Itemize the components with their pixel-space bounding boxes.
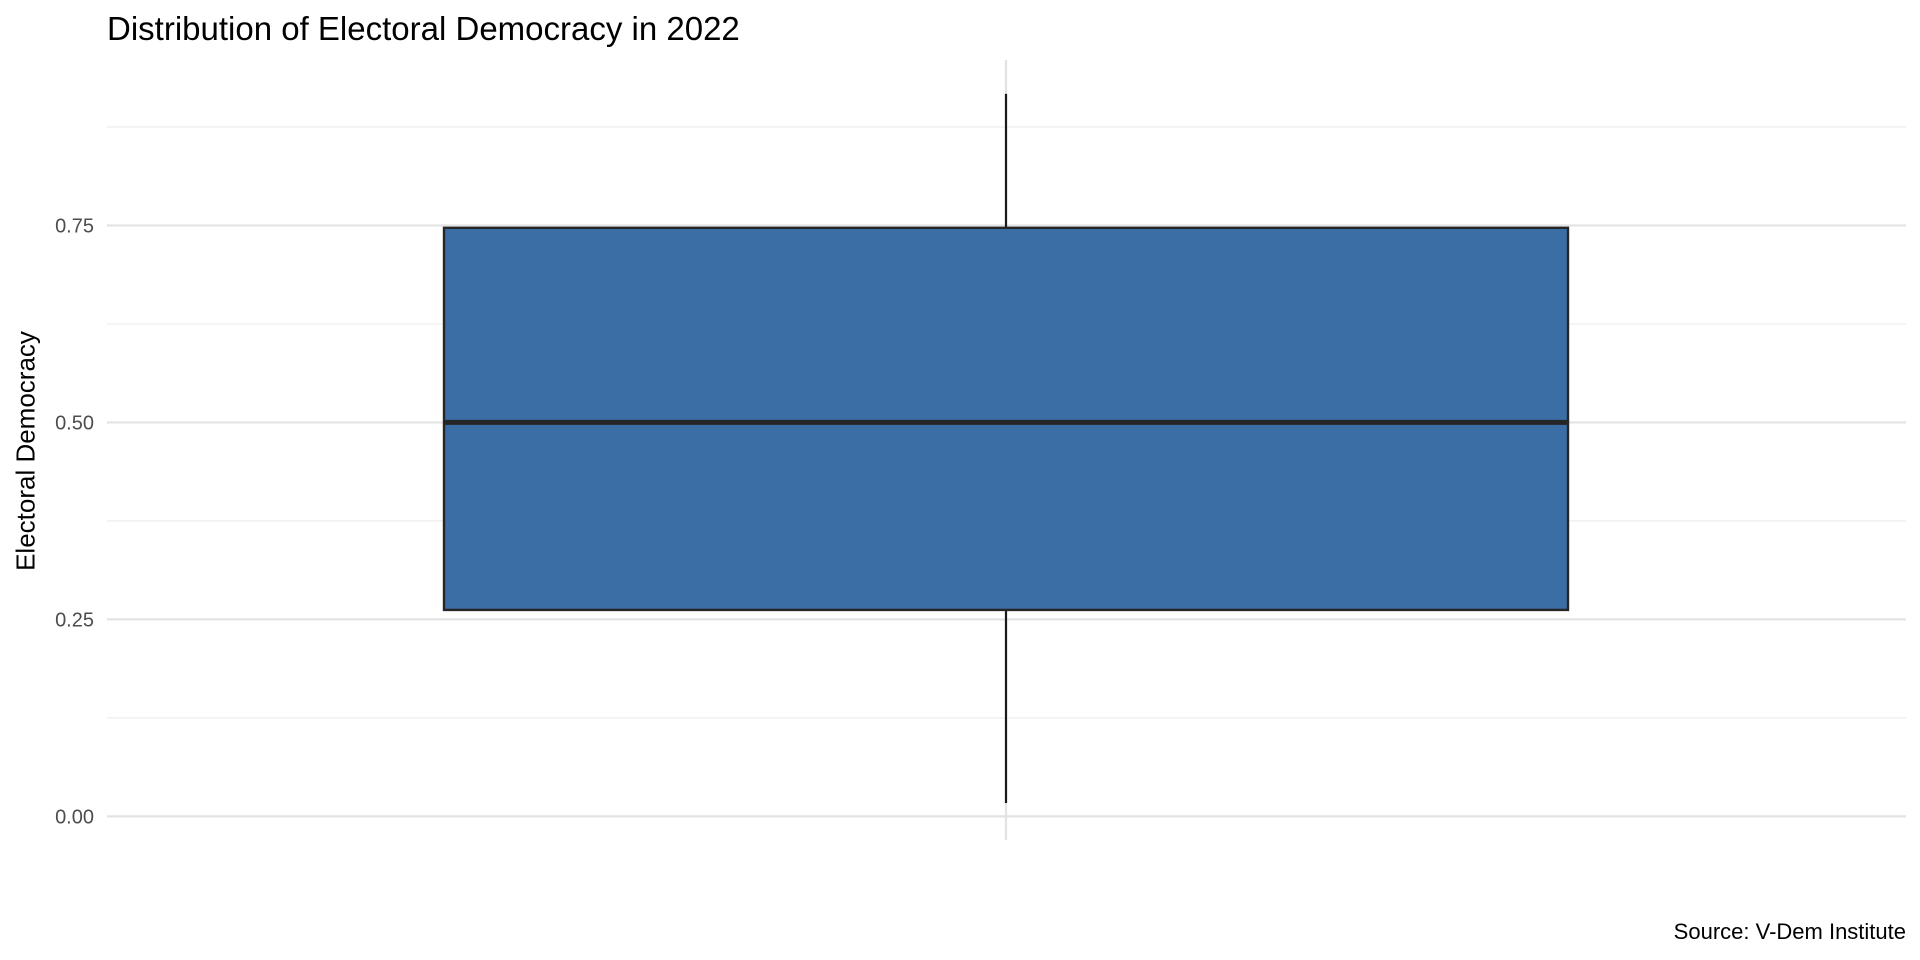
chart-caption: Source: V-Dem Institute (1673, 919, 1906, 944)
iqr-box (442, 226, 1570, 612)
y-tick-label: 0.00 (55, 806, 94, 828)
y-tick-label: 0.50 (55, 412, 94, 434)
chart-title: Distribution of Electoral Democracy in 2… (107, 10, 740, 47)
y-tick-label: 0.75 (55, 215, 94, 237)
y-tick-label: 0.25 (55, 609, 94, 631)
